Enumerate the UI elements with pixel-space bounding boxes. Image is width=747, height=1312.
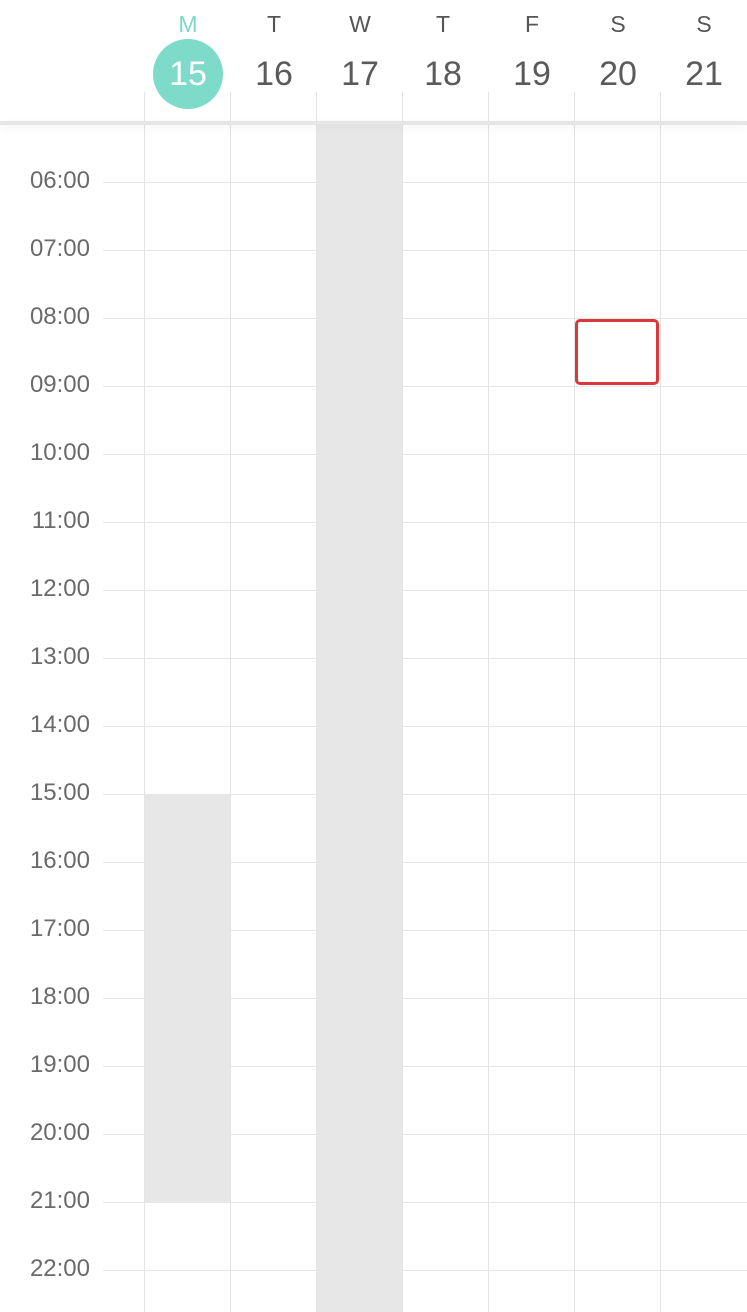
- day-header-tue-16[interactable]: T 16: [231, 0, 317, 122]
- day-header-thu-18[interactable]: T 18: [400, 0, 486, 122]
- column-divider: [488, 92, 489, 122]
- time-label: 09:00: [29, 371, 90, 398]
- day-column-fri[interactable]: [489, 125, 574, 1312]
- day-column-wed[interactable]: [317, 125, 402, 1312]
- hour-line: [103, 862, 747, 863]
- time-label: 10:00: [29, 439, 90, 466]
- column-divider: [230, 125, 231, 1312]
- time-label: 18:00: [29, 983, 90, 1010]
- day-number: 19: [513, 55, 551, 93]
- day-letter: T: [435, 11, 451, 37]
- day-header-sat-20[interactable]: S 20: [575, 0, 661, 122]
- day-letter: S: [696, 11, 712, 37]
- hour-line: [103, 590, 747, 591]
- time-label: 11:00: [31, 507, 90, 534]
- hour-line: [103, 658, 747, 659]
- time-label: 19:00: [29, 1051, 90, 1078]
- day-number: 16: [255, 55, 293, 93]
- time-label: 15:00: [29, 779, 90, 806]
- day-letter: T: [266, 11, 282, 37]
- hour-line: [103, 386, 747, 387]
- day-column-sun[interactable]: [661, 125, 746, 1312]
- column-divider: [144, 125, 145, 1312]
- day-header-wed-17[interactable]: W 17: [317, 0, 403, 122]
- column-divider: [488, 125, 489, 1312]
- time-label: 17:00: [29, 915, 90, 942]
- hour-line: [103, 182, 747, 183]
- time-label: 22:00: [29, 1255, 90, 1282]
- busy-block-wed: [317, 125, 402, 1312]
- hour-line: [103, 1270, 747, 1271]
- day-column-tue[interactable]: [231, 125, 316, 1312]
- time-label: 16:00: [29, 847, 90, 874]
- day-number: 15: [169, 55, 207, 93]
- day-letter: M: [178, 11, 198, 37]
- time-label: 13:00: [29, 643, 90, 670]
- today-indicator: [153, 39, 223, 109]
- time-grid: 06:00 07:00 08:00 09:00 10:00 11:00 12:0…: [0, 125, 747, 1312]
- time-label: 07:00: [29, 235, 90, 262]
- day-number: 18: [424, 55, 462, 93]
- week-header: M 15 T 16 W 17 T 18 F 19 S 20 S 21: [0, 0, 747, 122]
- column-divider: [402, 125, 403, 1312]
- hour-line: [103, 930, 747, 931]
- time-label: 21:00: [29, 1187, 90, 1214]
- column-divider: [574, 92, 575, 122]
- column-divider: [316, 125, 317, 1312]
- day-number: 20: [599, 55, 637, 93]
- day-column-thu[interactable]: [403, 125, 488, 1312]
- day-header-fri-19[interactable]: F 19: [489, 0, 575, 122]
- day-header-mon-15[interactable]: M 15: [145, 0, 231, 122]
- hour-line: [103, 1066, 747, 1067]
- hour-line: [103, 318, 747, 319]
- day-number: 17: [341, 55, 379, 93]
- time-label: 20:00: [29, 1119, 90, 1146]
- day-header-sun-21[interactable]: S 21: [661, 0, 747, 122]
- column-divider: [144, 92, 145, 122]
- day-column-sat[interactable]: [575, 125, 660, 1312]
- hour-line: [103, 454, 747, 455]
- day-letter: S: [610, 11, 626, 37]
- selected-time-slot[interactable]: [575, 319, 659, 385]
- hour-line: [103, 250, 747, 251]
- hour-line: [103, 1134, 747, 1135]
- day-letter: W: [349, 11, 371, 37]
- time-label: 06:00: [29, 167, 90, 194]
- hour-line: [103, 794, 747, 795]
- column-divider: [660, 92, 661, 122]
- hour-line: [103, 726, 747, 727]
- hour-line: [103, 522, 747, 523]
- day-column-mon[interactable]: [145, 125, 230, 1312]
- hour-line: [103, 998, 747, 999]
- time-label: 14:00: [29, 711, 90, 738]
- day-letter: F: [524, 11, 540, 37]
- hour-line: [103, 1202, 747, 1203]
- header-divider: [0, 121, 747, 125]
- column-divider: [574, 125, 575, 1312]
- column-divider: [402, 92, 403, 122]
- time-label: 12:00: [29, 575, 90, 602]
- column-divider: [660, 125, 661, 1312]
- time-label: 08:00: [29, 303, 90, 330]
- day-number: 21: [685, 55, 723, 93]
- column-divider: [316, 92, 317, 122]
- column-divider: [230, 92, 231, 122]
